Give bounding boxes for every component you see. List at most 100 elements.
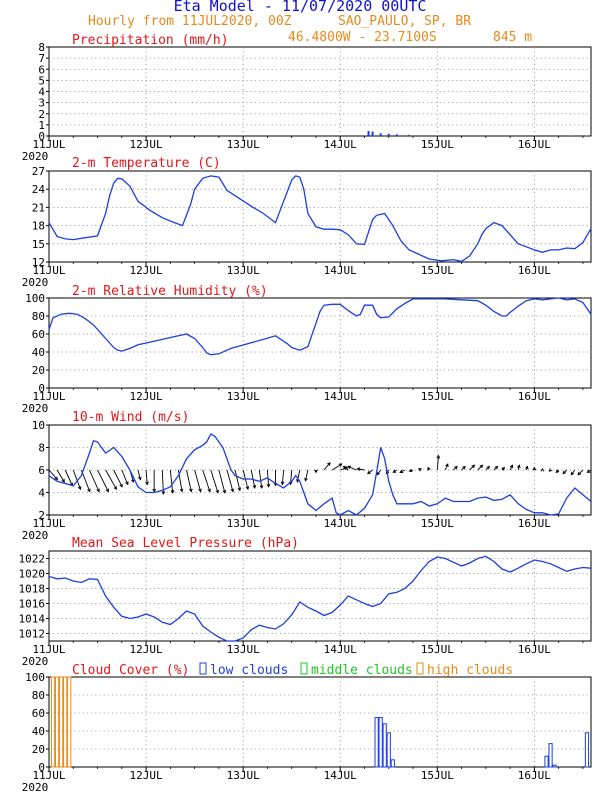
mslp-xtick-label: 11JUL [32, 643, 65, 656]
precip-bar [585, 135, 588, 136]
wind-arrow-head [87, 488, 91, 493]
cloud-bar-low [552, 764, 557, 768]
chart-subtitle: Hourly from 11JUL2020, 00Z [88, 14, 292, 29]
wind-arrow-head [230, 488, 235, 493]
wind-arrow-head [494, 465, 499, 470]
wind-arrow-head [376, 471, 380, 476]
precip-bar [387, 133, 390, 136]
cloud-bar-low [378, 717, 383, 768]
wind-arrow [218, 469, 226, 493]
mslp-year-label: 2020 [22, 655, 49, 668]
wind-arrow-head [245, 486, 250, 491]
legend-label-high: high clouds [427, 663, 513, 678]
wind-arrow-head [540, 467, 545, 472]
wind-arrow-head [138, 476, 142, 481]
precip-ytick-label: 4 [38, 86, 45, 99]
temp-ytick-label: 12 [32, 256, 45, 269]
cloud-year-label: 2020 [22, 781, 49, 792]
wind-arrow-head [152, 488, 156, 493]
wind-year-label: 2020 [22, 529, 49, 542]
precip-ytick-label: 1 [38, 119, 45, 132]
precip-xtick-label: 14JUL [324, 138, 357, 151]
precip-ytick-label: 6 [38, 63, 45, 76]
mslp-frame [48, 550, 592, 642]
wind-arrow-head [347, 465, 352, 470]
wind-arrow-head [399, 469, 404, 473]
cloud-bar-low [548, 743, 553, 768]
cloud-ytick-label: 60 [32, 707, 45, 720]
wind-arrow [89, 469, 100, 492]
precip-frame [48, 46, 592, 137]
wind-xtick-label: 11JUL [32, 517, 65, 530]
rh-ytick-label: 60 [32, 328, 45, 341]
wind-arrow [477, 464, 483, 471]
wind-arrow-head [119, 483, 123, 488]
wind-arrow [202, 469, 211, 492]
wind-arrow [145, 469, 148, 485]
wind-arrow-head [342, 465, 347, 470]
temp-xtick-label: 14JUL [324, 264, 357, 277]
cloud-ytick-label: 100 [25, 671, 45, 684]
wind-arrow-head [577, 471, 582, 476]
legend-swatch-high [416, 662, 424, 675]
mslp-xtick-label: 14JUL [324, 643, 357, 656]
wind-arrow [444, 463, 449, 471]
temp-ytick-label: 15 [32, 238, 45, 251]
temp-ytick-label: 21 [32, 201, 45, 214]
wind-arrow [469, 464, 475, 471]
mslp-ytick-label: 1022 [19, 553, 46, 566]
wind-xtick-label: 15JUL [421, 517, 454, 530]
wind-arrow-head [105, 488, 109, 493]
legend-swatch-low [199, 662, 207, 675]
location-label: SAO_PAULO, SP, BR [338, 14, 471, 29]
wind-arrow-head [532, 466, 537, 471]
rh-ytick-label: 40 [32, 346, 45, 359]
mslp-xtick-label: 15JUL [421, 643, 454, 656]
mslp-line [48, 555, 592, 642]
rh-ytick-label: 80 [32, 310, 45, 323]
wind-xtick-label: 13JUL [227, 517, 260, 530]
wind-arrow-head [189, 488, 193, 493]
wind-arrow [234, 469, 241, 491]
wind-arrow [56, 469, 65, 483]
wind-arrow-head [367, 470, 371, 475]
wind-arrow-head [170, 489, 175, 494]
wind-arrow [169, 469, 174, 493]
wind-arrow-head [198, 488, 202, 493]
wind-arrow [64, 469, 73, 486]
cloud-bar-low [584, 732, 590, 768]
wind-xtick-label: 14JUL [324, 517, 357, 530]
wind-arrow-head [445, 463, 449, 468]
precip-ytick-label: 5 [38, 74, 45, 87]
cloud-bar-low [382, 723, 387, 768]
wind-arrow-head [471, 464, 476, 469]
cloud-ytick-label: 80 [32, 689, 45, 702]
wind-arrow-head [161, 491, 166, 495]
elevation-label: 845 m [493, 30, 532, 45]
wind-arrow [323, 462, 331, 471]
wind-arrow-head [356, 467, 361, 472]
cloud-ytick-label: 0 [38, 761, 45, 774]
cloud-bar-high [63, 676, 68, 768]
mslp-panel-title: Mean Sea Level Pressure (hPa) [72, 536, 299, 551]
wind-arrow-head [207, 488, 211, 493]
wind-arrow-head [462, 465, 466, 470]
wind-arrow-head [562, 470, 567, 475]
wind-xtick-label: 16JUL [518, 517, 551, 530]
wind-arrow-head [509, 464, 514, 469]
rh-panel-title: 2-m Relative Humidity (%) [72, 284, 268, 299]
wind-arrow-head [454, 465, 458, 470]
wind-arrow [281, 469, 285, 485]
temp-ytick-label: 27 [32, 165, 45, 178]
wind-line [48, 433, 592, 516]
wind-arrow-head [338, 463, 343, 467]
wind-arrow [226, 469, 234, 492]
precip-ytick-label: 3 [38, 97, 45, 110]
cloud-xtick-label: 11JUL [32, 769, 65, 782]
wind-ytick-label: 8 [38, 442, 45, 455]
wind-arrow-head [113, 486, 117, 491]
wind-arrow [48, 469, 58, 480]
cloud-bar-high [50, 676, 56, 768]
